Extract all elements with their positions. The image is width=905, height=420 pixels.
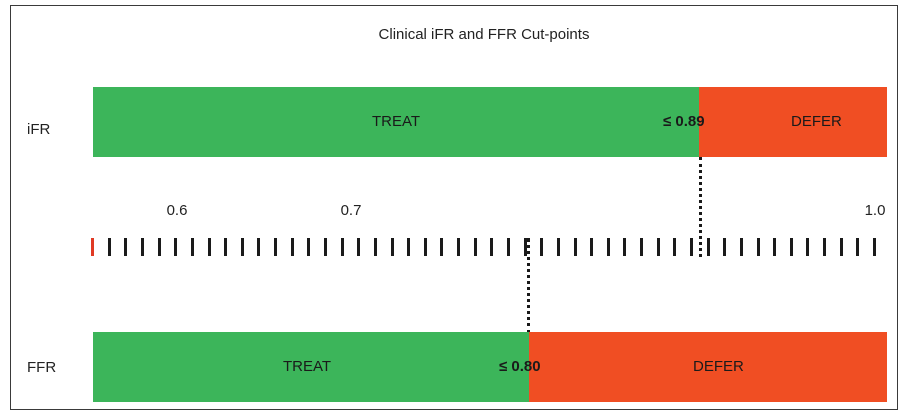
scale-tick <box>490 238 494 256</box>
scale-tick <box>723 238 727 256</box>
scale-tick <box>390 238 394 256</box>
tick-label-0-7: 0.7 <box>340 202 362 219</box>
scale-tick <box>540 238 544 256</box>
scale-tick <box>656 238 660 256</box>
scale-tick <box>323 238 327 256</box>
scale-tick <box>673 238 677 256</box>
scale-tick <box>357 238 361 256</box>
ifr-treat-bar: TREAT <box>93 87 699 157</box>
ffr-treat-bar: TREAT <box>93 332 529 402</box>
scale-tick <box>307 238 311 256</box>
ffr-defer-bar: DEFER <box>529 332 887 402</box>
scale-tick <box>739 238 743 256</box>
scale-tick <box>507 238 510 256</box>
scale-tick <box>706 238 710 256</box>
diagram-title: Clinical iFR and FFR Cut-points <box>378 26 590 43</box>
scale-tick <box>690 238 693 256</box>
ffr-row-label: FFR <box>27 359 57 376</box>
scale-tick <box>806 238 810 256</box>
ffr-defer-label: DEFER <box>693 358 744 375</box>
scale-tick <box>107 238 111 256</box>
ffr-cutpoint-dotted-line <box>527 238 530 334</box>
scale-tick <box>839 238 843 256</box>
ifr-cutpoint-dotted-line <box>699 157 702 257</box>
scale-tick <box>756 238 760 256</box>
scale-tick <box>773 238 777 256</box>
scale-tick <box>290 238 294 256</box>
scale-tick <box>207 238 211 256</box>
ifr-defer-label: DEFER <box>791 113 842 130</box>
scale-tick <box>873 238 876 256</box>
tick-label-1-0: 1.0 <box>864 202 886 219</box>
scale-tick <box>140 238 144 256</box>
scale-tick <box>789 238 793 256</box>
scale-tick <box>590 238 594 256</box>
scale-tick <box>457 238 460 256</box>
scale-tick <box>473 238 477 256</box>
scale-tick <box>224 238 228 256</box>
scale-tick <box>407 238 411 256</box>
ifr-treat-label: TREAT <box>371 113 421 130</box>
scale-tick <box>340 238 344 256</box>
ffr-cutpoint-label: ≤ 0.80 <box>499 358 541 375</box>
ifr-row-label: iFR <box>27 121 51 138</box>
scale-tick <box>556 238 560 256</box>
scale-tick <box>423 238 427 256</box>
scale-tick <box>274 238 277 256</box>
scale-tick <box>174 238 178 256</box>
scale-tick <box>856 238 860 256</box>
scale-tick <box>623 238 627 256</box>
scale-tick <box>606 238 610 256</box>
diagram-frame: Clinical iFR and FFR Cut-points iFR TREA… <box>10 5 898 410</box>
scale-tick <box>823 238 827 256</box>
scale-tick <box>440 238 444 256</box>
scale-tick <box>573 238 577 256</box>
ifr-cutpoint-label: ≤ 0.89 <box>663 113 705 130</box>
scale-tick <box>124 238 128 256</box>
tick-label-0-6: 0.6 <box>166 202 188 219</box>
scale-tick <box>157 238 161 256</box>
scale-tick <box>373 238 377 256</box>
scale-tick <box>523 238 527 256</box>
scale-tick <box>640 238 644 256</box>
scale-tick <box>190 238 194 256</box>
scale-tick <box>240 238 244 256</box>
scale-tick <box>257 238 261 256</box>
ifr-defer-bar: DEFER <box>699 87 887 157</box>
scale-start-tick <box>91 238 94 256</box>
ffr-treat-label: TREAT <box>283 358 332 375</box>
